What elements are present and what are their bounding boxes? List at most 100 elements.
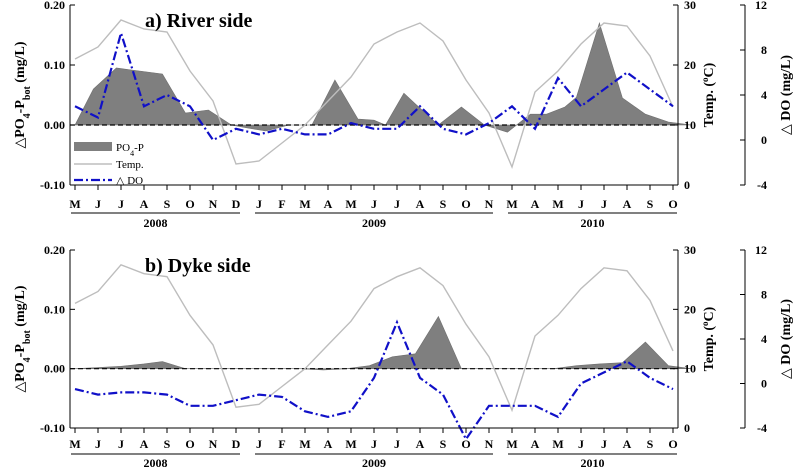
month-label: D bbox=[232, 197, 241, 211]
month-label: A bbox=[416, 437, 425, 451]
left-tick-label: 0.00 bbox=[44, 118, 65, 132]
temp-tick-label: 0 bbox=[684, 421, 690, 435]
month-label: O bbox=[461, 197, 470, 211]
left-tick-label: -0.10 bbox=[40, 421, 65, 435]
do-axis-label: △ DO (mg/L) bbox=[779, 299, 794, 379]
temp-axis-label: Temp. (oC) bbox=[700, 306, 717, 371]
month-label: M bbox=[506, 437, 517, 451]
month-label: S bbox=[440, 437, 447, 451]
month-label: A bbox=[531, 437, 540, 451]
month-label: M bbox=[69, 197, 80, 211]
month-label: M bbox=[345, 437, 356, 451]
month-label: A bbox=[324, 437, 333, 451]
month-label: J bbox=[371, 197, 377, 211]
month-label: J bbox=[601, 197, 607, 211]
month-label: O bbox=[185, 437, 194, 451]
left-tick-label: 0.20 bbox=[44, 243, 65, 257]
year-label: 2008 bbox=[144, 456, 168, 470]
po4-area bbox=[74, 315, 692, 371]
month-label: J bbox=[256, 437, 262, 451]
year-label: 2010 bbox=[581, 216, 605, 230]
temp-tick-label: 10 bbox=[684, 362, 696, 376]
temp-tick-label: 20 bbox=[684, 302, 696, 316]
left-tick-label: 0.20 bbox=[44, 0, 65, 12]
temp-tick-label: 20 bbox=[684, 58, 696, 72]
month-label: A bbox=[623, 197, 632, 211]
month-label: F bbox=[278, 197, 285, 211]
left-tick-label: 0.00 bbox=[44, 362, 65, 376]
month-label: O bbox=[668, 197, 677, 211]
do-tick-label: 4 bbox=[761, 88, 767, 102]
month-label: J bbox=[578, 197, 584, 211]
do-tick-label: 8 bbox=[761, 43, 767, 57]
month-label: A bbox=[623, 437, 632, 451]
do-tick-label: 12 bbox=[755, 0, 767, 12]
panel-title: b) Dyke side bbox=[145, 255, 251, 277]
left-tick-label: 0.10 bbox=[44, 58, 65, 72]
panel-title: a) River side bbox=[145, 10, 253, 32]
month-label: J bbox=[118, 197, 124, 211]
do-line bbox=[74, 29, 674, 142]
month-label: J bbox=[394, 437, 400, 451]
month-label: M bbox=[506, 197, 517, 211]
month-label: A bbox=[140, 437, 149, 451]
month-label: M bbox=[552, 197, 563, 211]
month-label: S bbox=[647, 437, 654, 451]
month-label: O bbox=[461, 437, 470, 451]
month-label: A bbox=[531, 197, 540, 211]
year-label: 2008 bbox=[144, 216, 168, 230]
month-label: M bbox=[345, 197, 356, 211]
month-label: S bbox=[440, 197, 447, 211]
month-label: S bbox=[647, 197, 654, 211]
temp-axis-label: Temp. (oC) bbox=[700, 62, 717, 127]
month-label: A bbox=[140, 197, 149, 211]
month-label: J bbox=[394, 197, 400, 211]
po4-area bbox=[74, 21, 692, 133]
month-label: F bbox=[278, 437, 285, 451]
month-label: N bbox=[209, 197, 218, 211]
year-label: 2010 bbox=[581, 456, 605, 470]
temp-line bbox=[74, 263, 674, 413]
left-tick-label: 0.10 bbox=[44, 302, 65, 316]
do-tick-label: 0 bbox=[761, 133, 767, 147]
temp-tick-label: 30 bbox=[684, 243, 696, 257]
month-label: J bbox=[118, 437, 124, 451]
year-label: 2009 bbox=[362, 456, 386, 470]
month-label: N bbox=[485, 437, 494, 451]
do-tick-label: -4 bbox=[757, 178, 767, 192]
do-tick-label: 0 bbox=[761, 377, 767, 391]
month-label: A bbox=[324, 197, 333, 211]
temp-tick-label: 30 bbox=[684, 0, 696, 12]
month-label: M bbox=[299, 437, 310, 451]
month-label: N bbox=[209, 437, 218, 451]
month-label: J bbox=[371, 437, 377, 451]
month-label: M bbox=[552, 437, 563, 451]
left-tick-label: -0.10 bbox=[40, 178, 65, 192]
month-label: M bbox=[69, 437, 80, 451]
year-label: 2009 bbox=[362, 216, 386, 230]
do-line bbox=[74, 319, 674, 442]
month-label: J bbox=[578, 437, 584, 451]
month-label: M bbox=[299, 197, 310, 211]
temp-tick-label: 0 bbox=[684, 178, 690, 192]
legend-do-label: △ DO bbox=[116, 175, 143, 187]
legend-po4-label: PO4-P bbox=[116, 142, 144, 158]
do-tick-label: 12 bbox=[755, 243, 767, 257]
month-label: S bbox=[164, 437, 171, 451]
month-label: O bbox=[185, 197, 194, 211]
month-label: J bbox=[95, 197, 101, 211]
do-tick-label: -4 bbox=[757, 421, 767, 435]
legend-temp-label: Temp. bbox=[116, 159, 144, 171]
left-axis-label: △PO4-Pbot (mg/L) bbox=[13, 41, 33, 148]
month-label: J bbox=[95, 437, 101, 451]
month-label: N bbox=[485, 197, 494, 211]
month-label: J bbox=[601, 437, 607, 451]
month-label: O bbox=[668, 437, 677, 451]
temp-tick-label: 10 bbox=[684, 118, 696, 132]
left-axis-label: △PO4-Pbot (mg/L) bbox=[13, 285, 33, 392]
legend-po4-swatch bbox=[74, 142, 112, 151]
temp-line bbox=[74, 19, 674, 170]
